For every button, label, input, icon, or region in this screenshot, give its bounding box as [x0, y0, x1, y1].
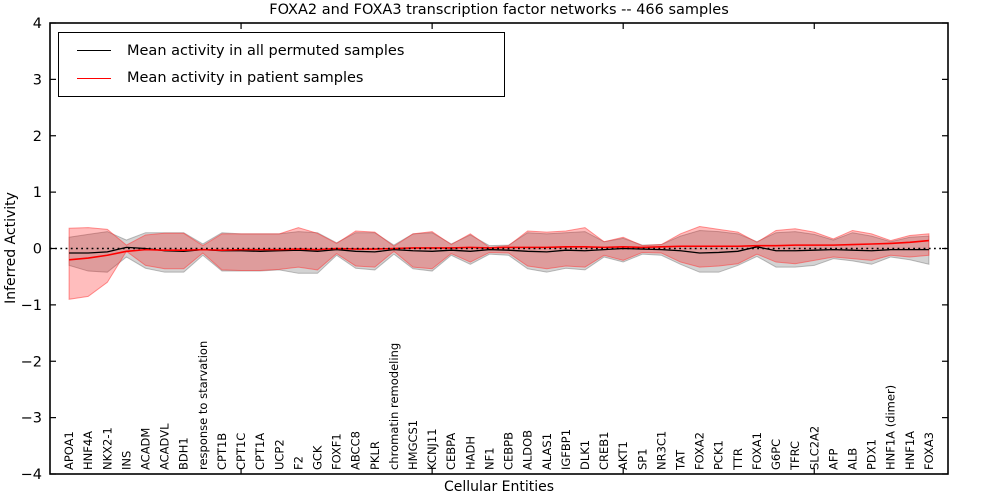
x-category-label: TFRC [788, 441, 802, 471]
x-category-label: PCK1 [712, 440, 726, 470]
y-tick-label: 3 [33, 72, 42, 88]
x-category-label: CPT1A [253, 433, 267, 470]
legend: Mean activity in all permuted samples Me… [58, 32, 505, 97]
x-category-label: CEBPA [444, 433, 458, 470]
y-tick-label: −1 [21, 298, 42, 314]
x-category-label: BDH1 [177, 437, 191, 470]
x-category-label: ALAS1 [540, 433, 554, 470]
x-category-label: FOXA3 [922, 432, 936, 470]
x-category-label: NKX2-1 [100, 427, 114, 470]
x-category-label: TTR [731, 448, 745, 471]
x-category-label: FOXF1 [330, 433, 344, 470]
x-category-label: CPT1B [215, 433, 229, 470]
chart-title: FOXA2 and FOXA3 transcription factor net… [269, 2, 729, 18]
x-category-label: SLC2A2 [807, 426, 821, 470]
x-category-label: APOA1 [62, 431, 76, 470]
x-category-label: TAT [674, 449, 688, 471]
patient-mean-line [69, 239, 929, 261]
x-category-label: AFP [826, 449, 840, 470]
permuted-line-swatch [77, 50, 111, 52]
x-category-label: NF1 [482, 447, 496, 470]
x-category-label: PDX1 [865, 439, 879, 470]
patient-line-swatch [77, 77, 111, 79]
x-category-label: HNF1A [903, 431, 917, 470]
x-category-label: ACADVL [158, 423, 172, 470]
x-category-label: ALB [845, 448, 859, 470]
x-category-label: ABCC8 [349, 431, 363, 470]
x-category-label: F2 [291, 456, 305, 470]
y-tick-label: −4 [21, 467, 42, 483]
patient-samples-std-band [68, 225, 930, 300]
y-tick-label: 2 [33, 129, 42, 145]
legend-entry-patient: Mean activity in patient samples [59, 65, 504, 91]
x-axis-label: Cellular Entities [443, 479, 555, 495]
x-category-label: HNF4A [81, 431, 95, 470]
x-category-label: CREB1 [597, 432, 611, 471]
legend-label-permuted: Mean activity in all permuted samples [127, 42, 405, 59]
y-tick-label: 1 [33, 185, 42, 201]
x-category-label: KCNJ11 [425, 428, 439, 470]
x-category-label: DLK1 [578, 440, 592, 470]
x-category-label: PKLR [368, 441, 382, 470]
x-category-label: UCP2 [272, 439, 286, 470]
axes-frame [49, 22, 949, 475]
x-category-label: HMGCS1 [406, 420, 420, 470]
x-category-label: NR3C1 [654, 431, 668, 470]
x-category-label: FOXA1 [750, 432, 764, 470]
y-tick-label: 0 [33, 242, 42, 258]
legend-entry-permuted: Mean activity in all permuted samples [59, 38, 504, 64]
y-tick-label: −2 [21, 354, 42, 370]
x-category-label: GCK [310, 445, 324, 470]
legend-label-patient: Mean activity in patient samples [127, 70, 364, 87]
x-category-label: G6PC [769, 439, 783, 470]
x-category-label: AKT1 [616, 441, 630, 470]
y-tick-label: 4 [33, 16, 42, 32]
x-category-label: CPT1C [234, 433, 248, 470]
x-category-label: HNF1A (dimer) [884, 385, 898, 470]
x-category-label: SP1 [635, 448, 649, 470]
x-category-label: HADH [463, 436, 477, 470]
x-category-label: chromatin remodeling [387, 343, 401, 470]
x-category-label: INS [119, 451, 133, 470]
x-category-label: ACADM [139, 428, 153, 470]
x-category-label: response to starvation [196, 341, 210, 470]
y-tick-label: −3 [21, 411, 42, 427]
x-category-label: CEBPB [502, 432, 516, 470]
x-category-label: IGFBP1 [559, 429, 573, 470]
x-category-label: ALDOB [521, 430, 535, 470]
x-category-label: FOXA2 [693, 432, 707, 470]
permuted-samples-std-band [68, 229, 930, 274]
